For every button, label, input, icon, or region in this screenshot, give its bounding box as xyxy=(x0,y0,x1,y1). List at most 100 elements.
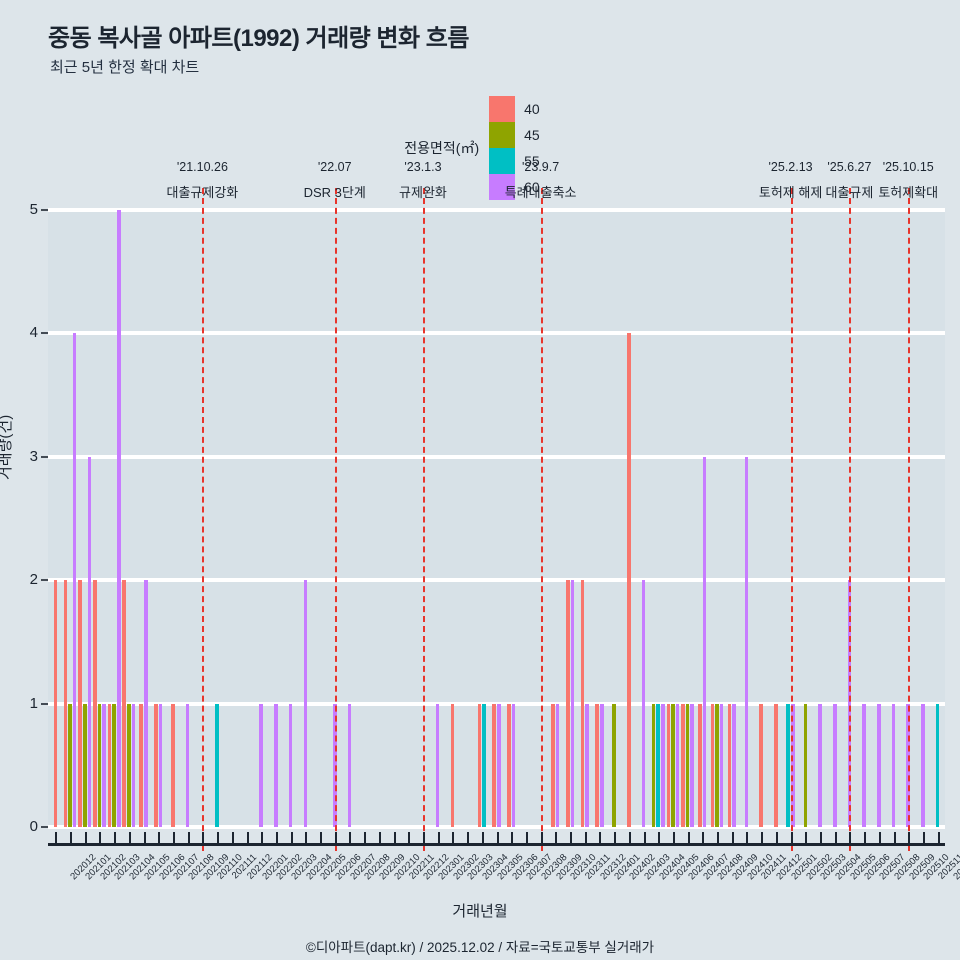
bar xyxy=(580,580,585,827)
bar xyxy=(347,703,352,827)
bar xyxy=(715,703,719,827)
bar xyxy=(710,703,715,827)
bar xyxy=(656,703,661,827)
event-line xyxy=(334,188,337,851)
x-axis-tick-mark xyxy=(217,832,220,845)
bar xyxy=(675,703,680,827)
event-date-label: '25.6.27 xyxy=(827,160,872,174)
bar xyxy=(585,703,589,827)
x-axis-tick-mark xyxy=(525,832,528,845)
y-axis-tick-mark xyxy=(41,826,48,828)
bar xyxy=(627,333,631,827)
bar xyxy=(719,703,724,827)
bar xyxy=(641,580,646,827)
legend-swatch-icon xyxy=(489,96,516,122)
bar xyxy=(139,703,144,827)
x-axis-tick-mark xyxy=(790,832,793,845)
bar xyxy=(759,703,763,827)
bar xyxy=(681,703,685,827)
x-axis-tick-mark xyxy=(378,832,381,845)
x-axis-tick-mark xyxy=(731,832,734,845)
bar xyxy=(862,703,866,827)
bar xyxy=(112,703,116,827)
x-axis-tick-mark xyxy=(320,832,323,845)
bar xyxy=(685,703,690,827)
bar xyxy=(507,703,511,827)
legend-title: 전용면적(㎡) xyxy=(404,140,480,156)
x-axis-tick-mark xyxy=(614,832,617,845)
bar xyxy=(555,703,560,827)
bar xyxy=(599,703,604,827)
x-axis-tick-mark xyxy=(805,832,808,845)
event-date-label: '22.07 xyxy=(317,160,352,174)
bar xyxy=(774,703,778,827)
y-axis-tick-label: 2 xyxy=(29,571,38,589)
y-axis-tick-label: 0 xyxy=(29,818,38,835)
x-axis-tick-mark xyxy=(231,832,234,845)
x-axis-tick-mark xyxy=(908,832,911,845)
x-axis-tick-mark xyxy=(422,832,425,845)
x-axis-tick-mark xyxy=(584,832,587,845)
bar xyxy=(102,703,106,827)
x-axis-tick-mark xyxy=(540,832,543,845)
bar xyxy=(93,580,97,827)
x-axis-tick-mark xyxy=(275,832,278,845)
bar xyxy=(497,703,501,827)
bar xyxy=(127,703,131,827)
legend-item-label: 55 xyxy=(524,153,540,169)
bar xyxy=(832,703,837,827)
x-axis-tick-mark xyxy=(467,832,470,845)
x-axis-tick-mark xyxy=(452,832,455,845)
bar xyxy=(144,580,148,827)
bar xyxy=(651,703,656,827)
bar xyxy=(935,703,940,827)
y-axis-tick-label: 3 xyxy=(29,447,38,465)
y-axis-tick-label: 4 xyxy=(29,324,38,342)
y-axis-tick-mark xyxy=(41,209,48,211)
bar xyxy=(511,703,516,827)
bar xyxy=(97,703,102,827)
bar xyxy=(171,703,175,827)
y-axis-tick-label: 1 xyxy=(29,694,38,712)
legend-item-55[interactable]: 55 xyxy=(489,148,540,174)
y-axis-tick-mark xyxy=(41,332,48,335)
bar xyxy=(154,703,158,827)
legend-swatch-icon xyxy=(489,148,516,174)
bar xyxy=(671,703,675,827)
x-axis-tick-mark xyxy=(55,832,58,845)
event-description-label: 토허제 해제 xyxy=(758,185,823,200)
x-axis-tick-mark xyxy=(114,832,117,845)
x-axis-tick-mark xyxy=(261,832,264,845)
bar xyxy=(477,703,482,827)
legend-item-45[interactable]: 45 xyxy=(489,122,540,148)
event-line xyxy=(908,188,911,851)
x-axis-tick-mark xyxy=(628,832,631,845)
legend-item-60[interactable]: 60 xyxy=(489,174,540,200)
event-description-label: 특례대출축소 xyxy=(504,185,577,200)
event-description-label: 규제완화 xyxy=(399,185,447,200)
bar xyxy=(803,703,808,827)
x-axis-tick-mark xyxy=(128,832,131,845)
x-axis-tick-mark xyxy=(99,832,102,845)
x-axis-tick-mark xyxy=(246,832,249,845)
chart-legend: 전용면적(㎡) 40 45 55 60 xyxy=(0,96,960,200)
x-axis-tick-mark xyxy=(672,832,675,845)
y-axis-tick-mark xyxy=(41,579,48,582)
event-date-label: '23.9.7 xyxy=(522,160,560,174)
bar xyxy=(450,703,455,827)
legend-item-40[interactable]: 40 xyxy=(489,96,540,122)
event-date-label: '21.10.26 xyxy=(176,160,228,174)
x-axis-tick-mark xyxy=(202,832,205,845)
x-axis-tick-mark xyxy=(290,832,293,845)
bar xyxy=(492,703,496,827)
x-axis-tick-mark xyxy=(775,832,778,845)
x-axis-tick-mark xyxy=(511,832,514,845)
bar xyxy=(68,703,72,827)
x-axis-tick-mark xyxy=(408,832,411,845)
page-subtitle: 최근 5년 한정 확대 차트 xyxy=(50,59,200,76)
y-axis-tick-mark xyxy=(41,455,48,458)
y-axis-tick-label: 5 xyxy=(29,201,38,218)
event-line xyxy=(202,188,205,851)
bar xyxy=(87,456,92,827)
x-axis-tick-mark xyxy=(643,832,646,845)
